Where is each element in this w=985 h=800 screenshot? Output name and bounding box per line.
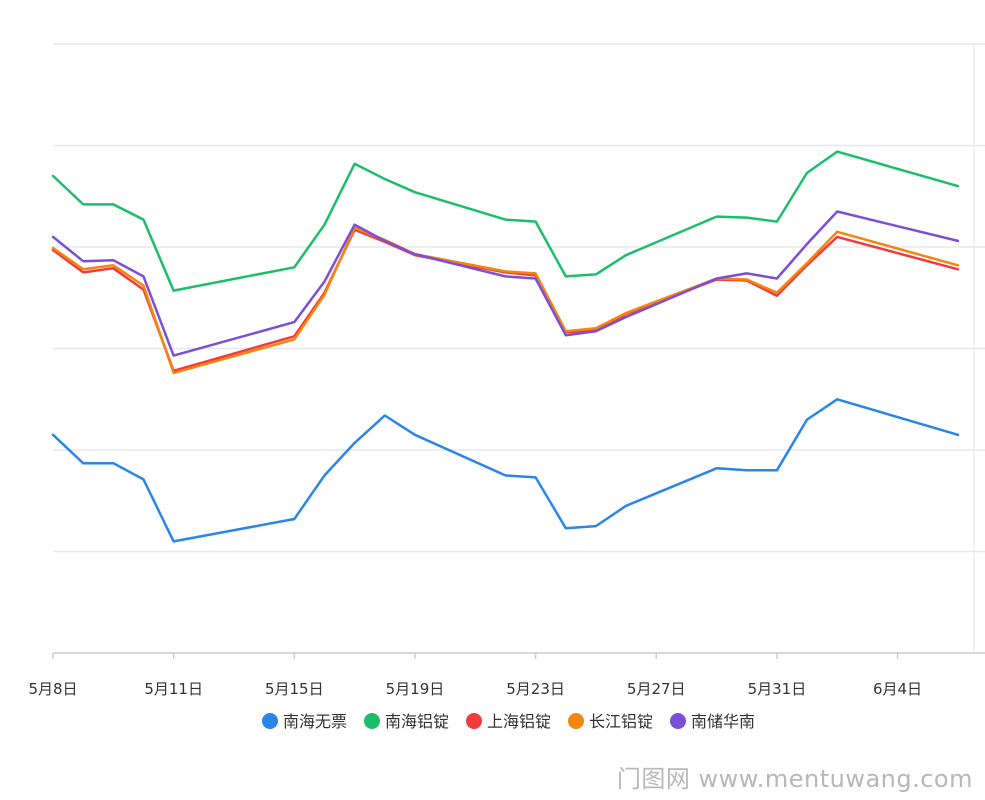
series-line-1 — [51, 150, 960, 292]
legend-label: 上海铝锭 — [487, 712, 551, 731]
series-lines — [51, 150, 960, 543]
legend-item[interactable]: 上海铝锭 — [466, 712, 551, 731]
x-tick-label: 5月15日 — [265, 680, 324, 698]
legend-marker — [364, 713, 380, 729]
legend-label: 长江铝锭 — [589, 712, 653, 731]
x-axis: 5月8日 5月11日 5月15日 5月19日 5月23日 5月27日 5月31日 6月4日 — [28, 652, 985, 698]
legend-item[interactable]: 南储华南 — [670, 712, 755, 731]
series-line-0 — [51, 398, 960, 543]
legend-label: 南海铝锭 — [385, 712, 449, 731]
legend-label: 南海无票 — [283, 712, 347, 731]
legend-item[interactable]: 南海铝锭 — [364, 712, 449, 731]
series-line-2 — [51, 228, 960, 373]
x-tick-label: 6月4日 — [873, 680, 922, 698]
series-line-4 — [51, 210, 960, 357]
series-line-3 — [51, 226, 960, 375]
legend-label: 南储华南 — [691, 712, 755, 731]
legend-item[interactable]: 南海无票 — [262, 712, 347, 731]
legend: 南海无票 南海铝锭 上海铝锭 长江铝锭 南储华南 — [262, 712, 755, 731]
gridlines — [53, 43, 985, 553]
legend-marker — [670, 713, 686, 729]
x-tick-label: 5月27日 — [627, 680, 686, 698]
x-tick-label: 5月11日 — [144, 680, 203, 698]
x-tick-label: 5月8日 — [28, 680, 77, 698]
watermark: 门图网 www.mentuwang.com — [616, 765, 973, 793]
legend-marker — [568, 713, 584, 729]
legend-marker — [466, 713, 482, 729]
legend-item[interactable]: 长江铝锭 — [568, 712, 653, 731]
x-tick-label: 5月19日 — [386, 680, 445, 698]
legend-marker — [262, 713, 278, 729]
x-tick-label: 5月23日 — [506, 680, 565, 698]
x-tick-label: 5月31日 — [748, 680, 807, 698]
